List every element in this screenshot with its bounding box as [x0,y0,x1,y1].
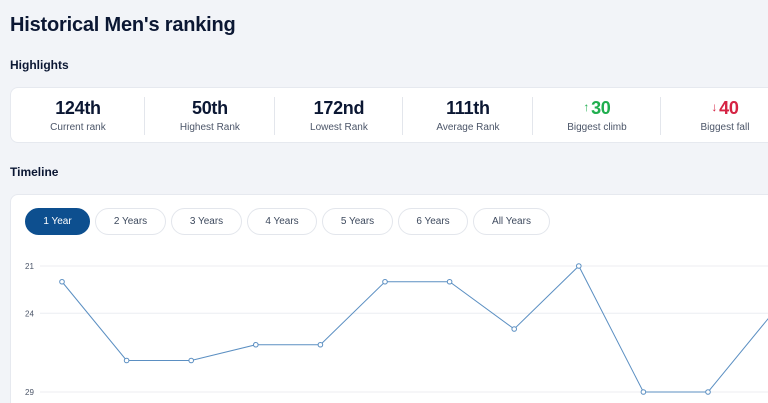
stat-label: Lowest Rank [310,122,368,133]
highlights-heading: Highlights [10,58,69,72]
divider [659,97,661,135]
stat-biggest-fall: ↓ 40 Biggest fall [661,88,768,142]
divider [273,97,275,135]
tab-all-years[interactable]: All Years [473,208,550,235]
arrow-up-icon: ↑ [583,100,590,114]
divider [401,97,403,135]
stat-value: 172nd [313,98,365,118]
tab-2-years[interactable]: 2 Years [95,208,166,235]
stat-label: Highest Rank [179,122,240,133]
stat-value: ↑ 30 [583,98,611,118]
stat-biggest-climb: ↑ 30 Biggest climb [533,88,661,142]
stat-label: Current rank [50,122,106,133]
tab-6-years[interactable]: 6 Years [398,208,468,235]
page-title: Historical Men's ranking [10,14,236,36]
stat-current-rank: 124th Current rank [11,88,145,142]
stat-value: 124th [55,98,101,118]
tab-3-years[interactable]: 3 Years [171,208,242,235]
stat-value: 50th [192,98,228,118]
stat-average-rank: 111th Average Rank [403,88,533,142]
stat-value: 111th [446,98,490,118]
tab-1-year[interactable]: 1 Year [25,208,90,235]
stat-label: Biggest fall [700,122,750,133]
divider [143,97,145,135]
divider [531,97,533,135]
highlights-card: 124th Current rank 50th Highest Rank 172… [10,87,768,143]
tab-5-years[interactable]: 5 Years [322,208,393,235]
tab-4-years[interactable]: 4 Years [247,208,317,235]
stat-highest-rank: 50th Highest Rank [145,88,275,142]
stat-label: Average Rank [436,122,500,133]
arrow-down-icon: ↓ [711,100,718,114]
stat-value: ↓ 40 [711,98,739,118]
stat-lowest-rank: 172nd Lowest Rank [275,88,403,142]
timeline-heading: Timeline [10,165,59,179]
stat-label: Biggest climb [567,122,627,133]
